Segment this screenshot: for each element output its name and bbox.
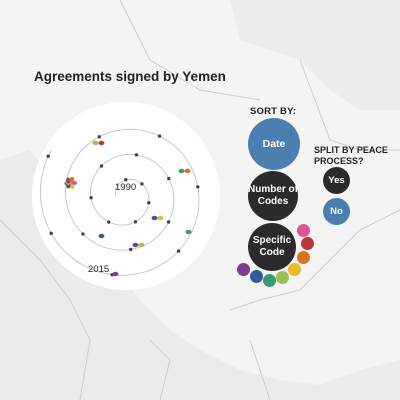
chart-title: Agreements signed by Yemen: [34, 69, 226, 84]
spiral-background: [32, 102, 220, 290]
code-petal: [184, 168, 191, 174]
code-swatch-lightgreen[interactable]: [276, 271, 289, 284]
code-swatch-orange[interactable]: [297, 251, 310, 264]
agreement-dot: [49, 231, 53, 236]
code-petal-groups: [65, 140, 192, 277]
sort-specific-code-button[interactable]: Specific Code: [248, 223, 296, 271]
agreement-dot: [97, 135, 101, 139]
agreement-dot: [89, 196, 93, 200]
agreement-dot: [129, 247, 133, 252]
agreement-dot: [140, 182, 144, 186]
code-petal: [138, 242, 145, 248]
code-petal: [98, 233, 105, 239]
agreement-dot: [134, 153, 139, 157]
code-petal: [151, 215, 158, 221]
agreement-dot: [176, 249, 181, 253]
sort-by-label: SORT BY:: [250, 106, 297, 117]
code-petal: [92, 140, 99, 146]
code-petal: [69, 176, 75, 183]
code-petal: [71, 180, 77, 186]
year-label-start: 1990: [115, 182, 137, 193]
code-petal: [98, 140, 105, 146]
code-swatch-pink[interactable]: [297, 224, 310, 237]
agreement-dot: [81, 232, 85, 236]
agreement-dot: [46, 154, 50, 158]
agreement-dot: [167, 176, 171, 181]
agreement-dot: [166, 220, 171, 224]
agreement-dot: [107, 220, 111, 224]
sea: [0, 150, 400, 400]
split-no-button[interactable]: No: [323, 198, 350, 225]
agreement-dot: [124, 178, 128, 182]
split-yes-button[interactable]: Yes: [323, 167, 350, 194]
code-petal: [112, 271, 119, 277]
code-swatch-yellow[interactable]: [288, 263, 301, 276]
code-petal: [185, 229, 192, 235]
spiral-dots: [46, 134, 200, 277]
agreement-dot: [99, 164, 104, 168]
split-by-peace-process-label: SPLIT BY PEACE PROCESS?: [314, 145, 388, 166]
agreement-dot: [147, 201, 151, 205]
agreement-dot: [196, 185, 200, 189]
agreement-dot: [157, 134, 162, 138]
year-label-end: 2015: [88, 264, 110, 275]
code-swatch-blue[interactable]: [250, 270, 263, 283]
agreement-dot: [133, 220, 138, 224]
code-swatch-red[interactable]: [301, 237, 314, 250]
spiral-line: [40, 128, 200, 276]
code-petal: [157, 215, 164, 221]
sort-number-of-codes-button[interactable]: Number of Codes: [248, 171, 298, 221]
code-petal: [132, 242, 139, 248]
sort-date-button[interactable]: Date: [248, 118, 300, 170]
code-swatch-teal[interactable]: [263, 274, 276, 287]
code-petal: [178, 168, 185, 174]
code-swatch-purple[interactable]: [237, 263, 250, 276]
